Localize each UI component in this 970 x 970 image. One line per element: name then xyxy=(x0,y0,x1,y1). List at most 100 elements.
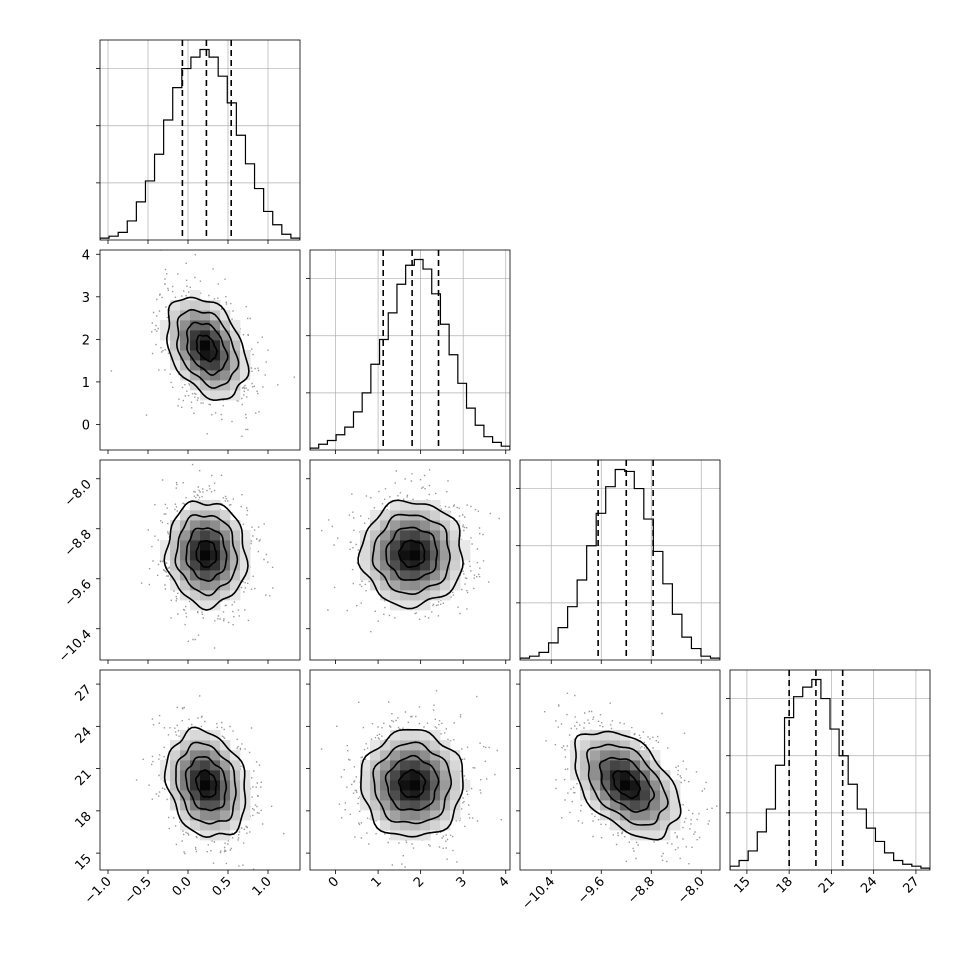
density-bin xyxy=(620,820,631,831)
density-bin xyxy=(230,350,241,361)
density-bin xyxy=(190,290,201,301)
density-bin xyxy=(590,750,601,761)
density-panel-3-2 xyxy=(309,459,511,661)
density-bin xyxy=(420,800,431,811)
density-bin xyxy=(220,360,231,371)
panel-frame xyxy=(519,459,721,661)
y-tick-label: 1 xyxy=(82,376,90,391)
density-bin xyxy=(160,760,171,771)
density-bin xyxy=(430,820,441,831)
density-bin xyxy=(170,800,181,811)
density-bin xyxy=(390,780,401,791)
density-bin xyxy=(170,580,181,591)
density-bin xyxy=(180,340,191,351)
density-bin xyxy=(380,740,391,751)
density-bin xyxy=(580,750,591,761)
density-bin xyxy=(390,730,401,741)
density-bin xyxy=(390,590,401,601)
density-bin xyxy=(200,360,211,371)
density-bin xyxy=(210,750,221,761)
density-bin xyxy=(420,600,431,611)
density-bin xyxy=(400,750,411,761)
x-tick-label: 21 xyxy=(816,874,838,896)
density-bin xyxy=(200,380,211,391)
density-bin xyxy=(200,780,211,791)
contour-line xyxy=(385,526,438,581)
density-bin xyxy=(220,810,231,821)
x-tick-label: 0 xyxy=(326,874,342,890)
panel-frame xyxy=(99,249,301,451)
density-bin xyxy=(400,810,411,821)
density-bin xyxy=(400,580,411,591)
density-bin xyxy=(220,380,231,391)
density-bin xyxy=(200,800,211,811)
density-bin xyxy=(210,350,221,361)
density-bin xyxy=(430,740,441,751)
density-bin xyxy=(220,350,231,361)
density-bin xyxy=(420,580,431,591)
density-bin xyxy=(450,540,461,551)
density-bin xyxy=(180,760,191,771)
density-bin xyxy=(670,790,681,801)
density-bin xyxy=(420,750,431,761)
density-bin xyxy=(400,780,411,791)
density-bin xyxy=(160,320,171,331)
density-bin xyxy=(220,540,231,551)
panel-frame xyxy=(309,249,511,451)
density-bin xyxy=(370,770,381,781)
density-bin xyxy=(180,580,191,591)
density-bin xyxy=(660,770,671,781)
density-bin xyxy=(390,520,401,531)
panel-frame xyxy=(729,669,931,871)
density-bin xyxy=(420,530,431,541)
density-bin xyxy=(420,510,431,521)
density-bin xyxy=(420,820,431,831)
density-bin xyxy=(170,540,181,551)
density-bin xyxy=(630,810,641,821)
density-bin xyxy=(390,560,401,571)
density-bin xyxy=(360,770,371,781)
density-bin xyxy=(190,810,201,821)
density-bin xyxy=(460,780,471,791)
density-bin xyxy=(220,390,231,401)
density-bin xyxy=(230,340,241,351)
density-bin xyxy=(640,800,651,811)
density-bin xyxy=(620,780,631,791)
density-bin xyxy=(230,820,241,831)
contour-line xyxy=(175,741,237,825)
density-bin xyxy=(590,770,601,781)
density-bin xyxy=(190,350,201,361)
density-bin xyxy=(410,520,421,531)
density-bin xyxy=(380,510,391,521)
density-bin xyxy=(190,320,201,331)
density-bin xyxy=(410,580,421,591)
density-bin xyxy=(200,600,211,611)
density-bin xyxy=(410,810,421,821)
density-bin xyxy=(380,800,391,811)
density-bin xyxy=(420,790,431,801)
density-bin xyxy=(410,540,421,551)
density-bin xyxy=(400,500,411,511)
y-tick-label: 27 xyxy=(73,682,95,704)
contour-line xyxy=(194,769,218,799)
density-bin xyxy=(220,760,231,771)
density-bin xyxy=(450,790,461,801)
density-bin xyxy=(200,790,211,801)
density-bin xyxy=(200,580,211,591)
density-bin xyxy=(190,770,201,781)
density-bin xyxy=(220,820,231,831)
density-bin xyxy=(580,740,591,751)
density-bin xyxy=(640,770,651,781)
density-bin xyxy=(220,800,231,811)
density-bin xyxy=(440,740,451,751)
density-bin xyxy=(200,390,211,401)
density-bin xyxy=(640,790,651,801)
density-bin xyxy=(410,570,421,581)
contour-line xyxy=(612,770,642,800)
histogram-steps xyxy=(520,468,720,660)
histogram-panel-2 xyxy=(306,249,511,451)
density-bin xyxy=(370,560,381,571)
density-bin xyxy=(400,550,411,561)
density-bin xyxy=(590,760,601,771)
